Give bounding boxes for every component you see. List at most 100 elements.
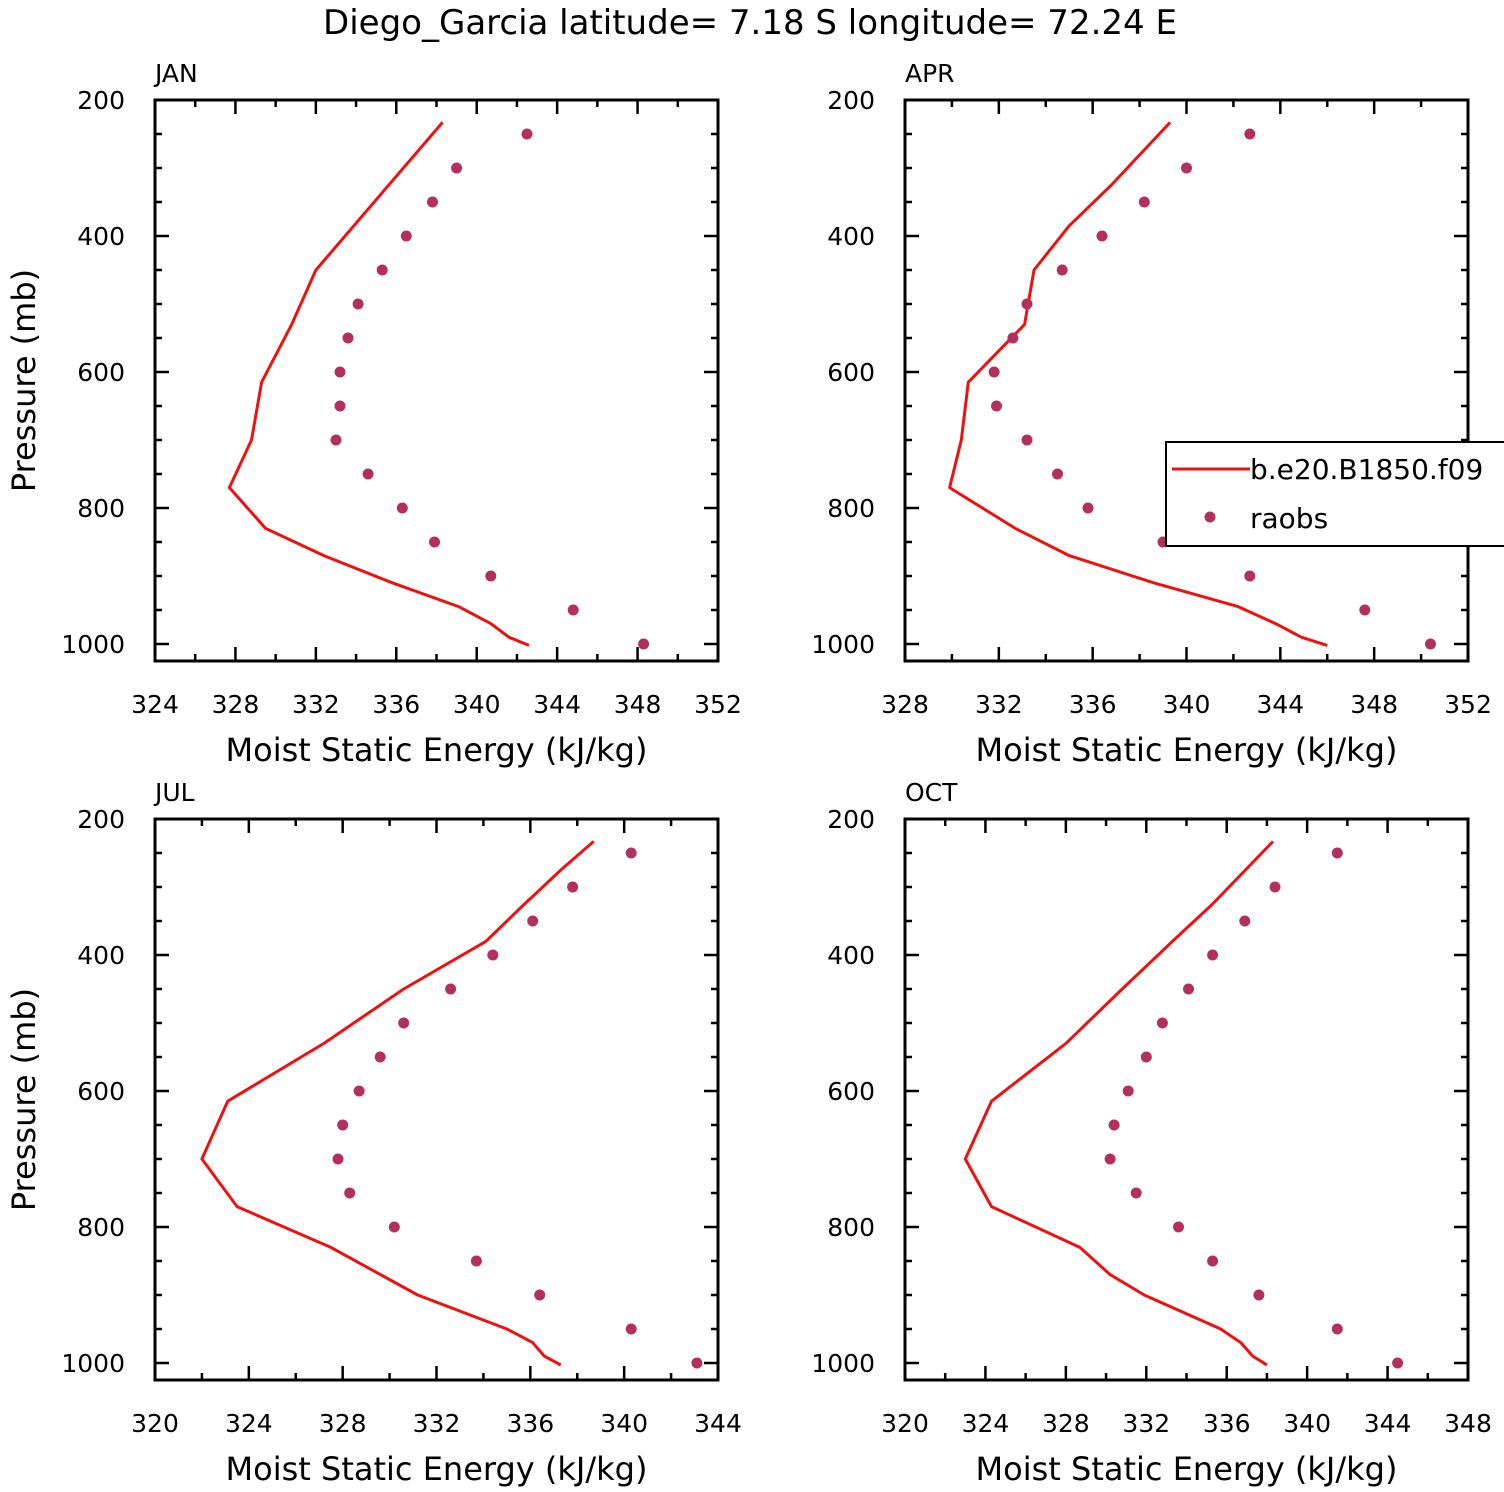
legend-box xyxy=(1165,441,1504,547)
y-tick-label: 600 xyxy=(77,1077,125,1106)
x-axis-title: Moist Static Energy (kJ/kg) xyxy=(976,1450,1398,1488)
obs-point xyxy=(362,468,374,480)
obs-point xyxy=(388,1221,400,1233)
obs-point xyxy=(1359,604,1371,616)
obs-point xyxy=(1052,468,1063,480)
x-axis-title: Moist Static Energy (kJ/kg) xyxy=(226,1450,648,1488)
obs-point xyxy=(691,1357,703,1369)
y-tick-label: 800 xyxy=(827,494,875,523)
obs-point xyxy=(1253,1289,1265,1301)
obs-point xyxy=(625,1323,637,1335)
obs-point xyxy=(445,983,457,995)
x-tick-label: 332 xyxy=(975,690,1023,719)
y-tick-label: 600 xyxy=(827,1077,875,1106)
x-tick-label: 320 xyxy=(131,1409,179,1438)
x-tick-label: 328 xyxy=(319,1409,367,1438)
x-tick-label: 328 xyxy=(1042,1409,1090,1438)
obs-point xyxy=(1082,502,1094,514)
obs-point xyxy=(1425,638,1436,650)
model-line-jan xyxy=(227,121,530,647)
obs-point xyxy=(400,230,412,242)
y-tick-label: 400 xyxy=(827,941,875,970)
legend-obs-label: raobs xyxy=(1250,502,1328,535)
model-line-apr xyxy=(948,121,1328,647)
obs-point xyxy=(1021,434,1033,446)
obs-point xyxy=(1096,230,1108,242)
obs-point xyxy=(1207,1255,1219,1267)
obs-point xyxy=(334,366,346,378)
x-tick-label: 336 xyxy=(1069,690,1117,719)
y-tick-label: 600 xyxy=(77,358,125,387)
x-tick-label: 344 xyxy=(533,690,581,719)
y-tick-label: 200 xyxy=(77,86,125,115)
obs-point xyxy=(337,1119,349,1131)
y-tick-label: 400 xyxy=(77,222,125,251)
obs-point xyxy=(1244,570,1256,582)
y-axis-title: Pressure (mb) xyxy=(5,988,43,1211)
x-axis-title: Moist Static Energy (kJ/kg) xyxy=(976,731,1398,769)
obs-point xyxy=(521,128,533,140)
obs-point xyxy=(344,1187,356,1199)
obs-point xyxy=(1331,847,1343,859)
plot-frame xyxy=(153,98,720,663)
obs-point xyxy=(567,604,579,616)
obs-point xyxy=(1130,1187,1142,1199)
panel-label: JUL xyxy=(153,778,195,807)
plot-frame xyxy=(903,817,1470,1382)
obs-point xyxy=(1122,1085,1134,1097)
panel-label: APR xyxy=(905,59,955,88)
x-tick-label: 344 xyxy=(694,1409,742,1438)
legend-obs-swatch xyxy=(1204,511,1216,523)
obs-point xyxy=(398,1017,410,1029)
y-tick-label: 800 xyxy=(827,1213,875,1242)
obs-point xyxy=(1056,264,1068,276)
obs-point xyxy=(1007,332,1019,344)
obs-point xyxy=(1239,915,1251,927)
plot-frame xyxy=(153,817,720,1382)
obs-point xyxy=(991,400,1002,412)
x-tick-label: 332 xyxy=(1122,1409,1170,1438)
obs-point xyxy=(1392,1357,1404,1369)
x-tick-label: 348 xyxy=(1350,690,1398,719)
obs-point xyxy=(429,536,440,548)
y-tick-label: 1000 xyxy=(811,630,875,659)
obs-point xyxy=(988,366,1000,378)
obs-point xyxy=(487,949,499,961)
panel-jan: 324 328 332 336 340 344 348 352 200 400 600 800 1000… xyxy=(5,59,742,769)
obs-point xyxy=(625,847,637,859)
obs-point xyxy=(1173,1221,1184,1233)
y-tick-label: 800 xyxy=(77,494,125,523)
legend: b.e20.B1850.f09 raobs xyxy=(1165,441,1504,547)
obs-point xyxy=(342,332,354,344)
panel-label: OCT xyxy=(905,778,958,807)
x-tick-label: 328 xyxy=(881,690,929,719)
panel-apr: 328 332 336 340 344 348 352 200 400 600 800 1000 APR… xyxy=(811,59,1491,769)
x-tick-label: 352 xyxy=(694,690,742,719)
obs-point xyxy=(330,434,342,446)
y-tick-label: 200 xyxy=(827,805,875,834)
obs-point xyxy=(352,298,364,310)
obs-point xyxy=(527,915,539,927)
obs-point xyxy=(376,264,388,276)
model-line-oct xyxy=(963,840,1275,1367)
obs-point xyxy=(534,1289,546,1301)
obs-point xyxy=(1207,949,1219,961)
obs-point xyxy=(1244,128,1256,140)
obs-point xyxy=(332,1153,344,1165)
obs-point xyxy=(396,502,408,514)
y-tick-label: 1000 xyxy=(811,1349,875,1378)
x-tick-label: 332 xyxy=(413,1409,461,1438)
x-tick-label: 324 xyxy=(962,1409,1010,1438)
y-tick-label: 400 xyxy=(827,222,875,251)
obs-point xyxy=(1138,196,1150,208)
x-tick-label: 344 xyxy=(1364,1409,1412,1438)
y-tick-label: 1000 xyxy=(61,630,125,659)
obs-point xyxy=(374,1051,386,1063)
obs-point xyxy=(1021,298,1033,310)
x-tick-label: 340 xyxy=(1283,1409,1331,1438)
obs-point xyxy=(1104,1153,1116,1165)
plot-frame xyxy=(903,98,1470,663)
obs-point xyxy=(1140,1051,1152,1063)
y-axis-title: Pressure (mb) xyxy=(5,269,43,492)
